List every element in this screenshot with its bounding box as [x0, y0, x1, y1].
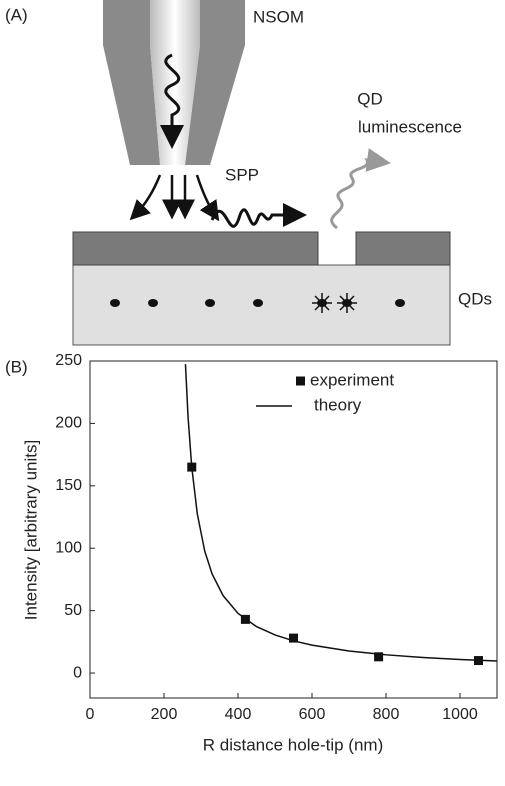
x-tick-label: 800	[373, 706, 400, 723]
x-tick-label: 0	[86, 706, 95, 723]
y-tick-label: 150	[55, 477, 82, 494]
y-tick-label: 200	[55, 415, 82, 432]
data-point	[187, 462, 197, 472]
tip-label: NSOM	[253, 7, 304, 26]
metal-film	[72, 231, 319, 266]
panel-label: (A)	[5, 5, 28, 24]
y-tick-label: 50	[64, 602, 82, 619]
dots-label: QDs	[458, 289, 492, 308]
arrow	[129, 174, 162, 221]
y-tick-label: 0	[73, 664, 82, 681]
y-tick-label: 250	[55, 352, 82, 369]
x-tick-label: 600	[299, 706, 326, 723]
panel-label: (B)	[5, 357, 28, 376]
legend-label: theory	[314, 395, 362, 414]
data-point	[374, 652, 384, 662]
legend-label: experiment	[310, 370, 394, 389]
plot-frame	[89, 360, 498, 699]
tip-wall	[103, 0, 160, 165]
plasmon-label: SPP	[225, 165, 259, 184]
quantum-dots	[110, 293, 405, 313]
data-point	[240, 614, 250, 624]
emission-wave	[330, 148, 391, 230]
x-tick-label: 400	[225, 706, 252, 723]
x-tick-label: 200	[151, 706, 178, 723]
y-tick-label: 100	[55, 539, 82, 556]
spp-wave	[210, 203, 307, 228]
x-tick-label: 1000	[442, 706, 478, 723]
data-point	[474, 656, 483, 666]
theory-line	[184, 364, 498, 662]
x-axis-label: R distance hole-tip (nm)	[203, 735, 383, 754]
data-point	[289, 633, 298, 643]
y-axis-label: Intensity [arbitrary units]	[21, 440, 40, 620]
light-wave	[160, 53, 184, 149]
metal-film	[355, 231, 451, 266]
panel-a: (A) NSOM SPP QD luminescence QDs	[5, 0, 492, 346]
emission-label: luminescence	[358, 117, 462, 136]
arrow	[195, 174, 220, 222]
emission-label: QD	[357, 89, 383, 108]
legend-swatch	[296, 376, 305, 386]
